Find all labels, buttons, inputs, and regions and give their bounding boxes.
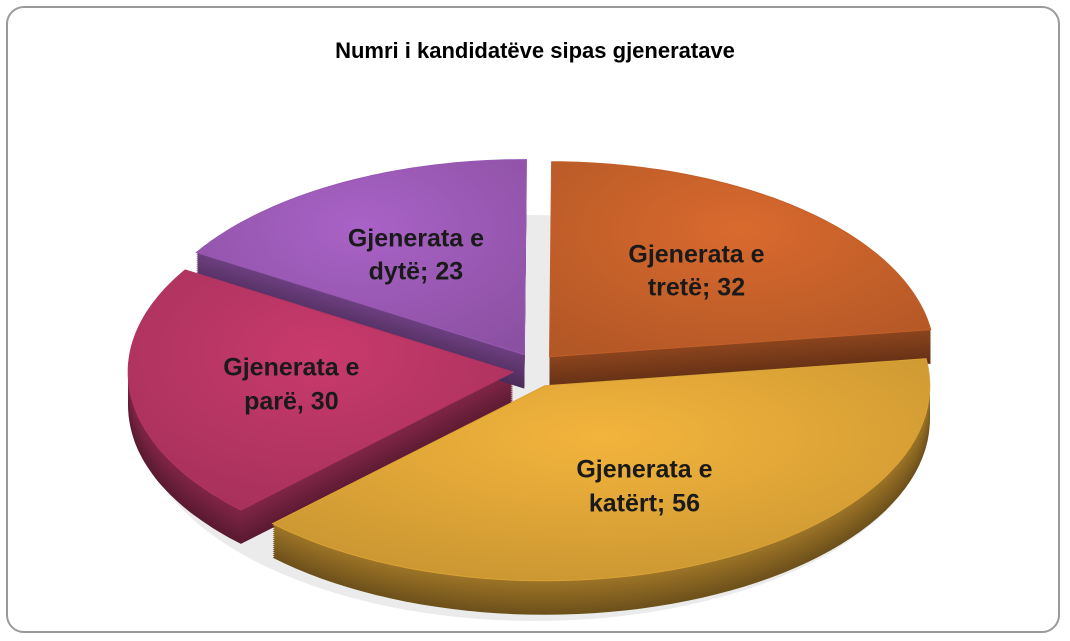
data-label: Gjenerata e tretë; 32 — [628, 239, 765, 302]
slice — [548, 161, 932, 358]
data-label: Gjenerata e parë, 30 — [223, 353, 360, 416]
slice — [195, 159, 528, 356]
slice — [127, 269, 515, 511]
data-label: Gjenerata e dytë; 23 — [347, 223, 484, 286]
data-label: Gjenerata e katërt; 56 — [576, 455, 713, 517]
slice — [271, 358, 931, 582]
chart-title: Numri i kandidatëve sipas gjeneratave — [335, 38, 735, 63]
